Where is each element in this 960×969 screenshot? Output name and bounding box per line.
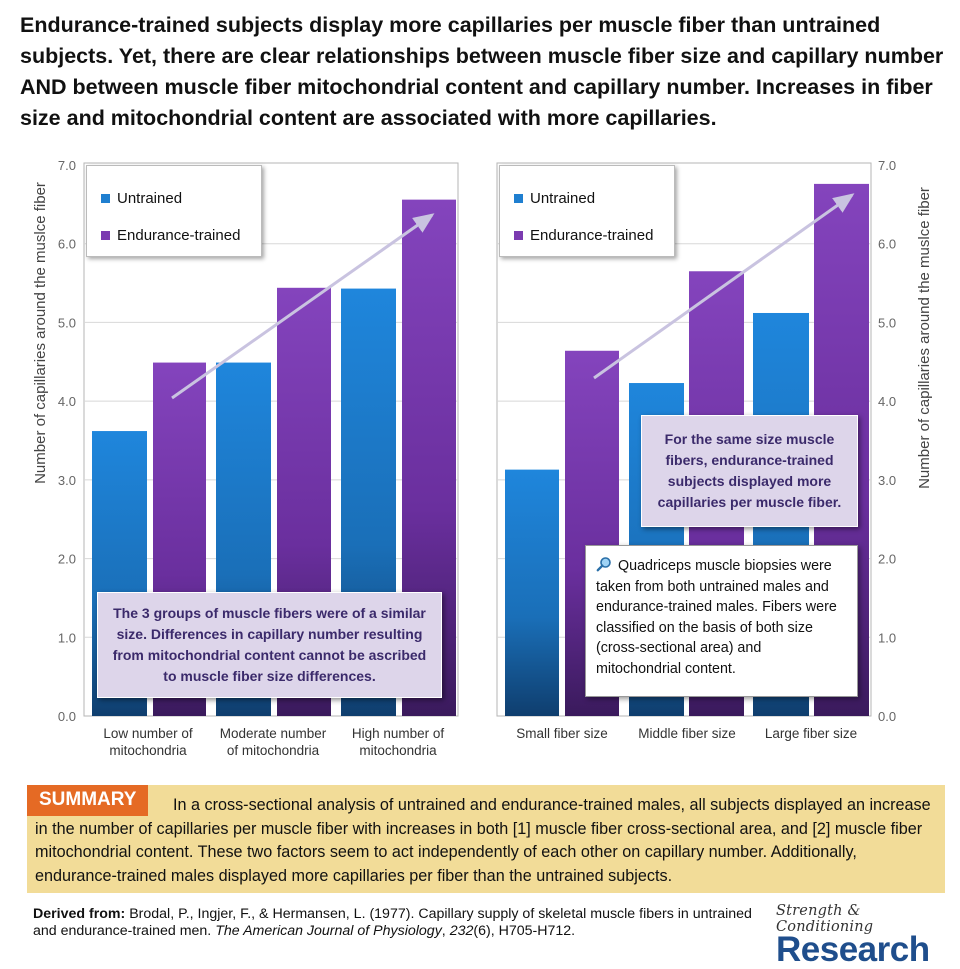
x-category-label: of mitochondria (227, 743, 320, 758)
source-citation: Derived from: Brodal, P., Ingjer, F., & … (33, 906, 773, 940)
legend-item-untrained: Untrained (514, 180, 674, 217)
x-category-label: Moderate number (220, 726, 327, 741)
headline: Endurance-trained subjects display more … (20, 13, 944, 130)
method-note: Quadriceps muscle biopsies were taken fr… (585, 545, 858, 697)
x-category-label: mitochondria (359, 743, 437, 758)
y-tick-label: 7.0 (58, 158, 76, 173)
brand-bottom: Research (776, 930, 930, 969)
y-tick-label: 5.0 (58, 315, 76, 330)
method-note-text: Quadriceps muscle biopsies were taken fr… (596, 558, 837, 677)
y-tick-label: 4.0 (58, 394, 76, 409)
left-y-ticks: 0.0 1.0 2.0 3.0 4.0 5.0 6.0 7.0 (58, 158, 76, 724)
y-tick-label: 2.0 (58, 552, 76, 567)
x-category-label: mitochondria (109, 743, 187, 758)
x-category-label: Middle fiber size (638, 726, 736, 741)
right-y-axis-label: Number of capillaries around the muslce … (916, 187, 933, 489)
summary-panel: In a cross-sectional analysis of untrain… (27, 785, 945, 893)
legend-label-endurance: Endurance-trained (117, 227, 241, 244)
legend-swatch-untrained (514, 194, 523, 203)
right-x-categories: Small fiber size Middle fiber size Large f… (516, 726, 857, 741)
y-tick-label: 1.0 (58, 630, 76, 645)
source-volume: 232 (449, 923, 474, 939)
right-annotation: For the same size muscle fibers, enduran… (641, 415, 858, 527)
legend-item-untrained: Untrained (101, 180, 261, 217)
y-tick-label: 1.0 (878, 630, 896, 645)
y-tick-label: 5.0 (878, 315, 896, 330)
left-annotation: The 3 groups of muscle fibers were of a … (97, 592, 442, 698)
magnifier-icon (596, 556, 612, 572)
summary-text: In a cross-sectional analysis of untrain… (35, 796, 931, 885)
brand-logo: Strength & Conditioning Research (776, 903, 951, 969)
summary-tag: SUMMARY (27, 785, 149, 816)
source-text-a: Brodal, P., Ingjer, F., & Hermansen, L. … (33, 906, 752, 939)
source-journal: The American Journal of Physiology (215, 923, 442, 939)
left-legend: Untrained Endurance-trained (86, 165, 262, 257)
right-y-ticks: 0.0 1.0 2.0 3.0 4.0 5.0 6.0 7.0 (878, 158, 896, 724)
legend-swatch-endurance (514, 231, 523, 240)
legend-item-endurance: Endurance-trained (101, 217, 261, 254)
legend-label-untrained: Untrained (530, 190, 596, 207)
x-category-label: High number of (352, 726, 445, 741)
left-trend-arrow (171, 213, 435, 400)
left-x-categories: Low number of mitochondria Moderate number… (103, 726, 444, 758)
brand-top: Strength & Conditioning (776, 903, 874, 935)
right-legend: Untrained Endurance-trained (499, 165, 675, 257)
y-tick-label: 3.0 (878, 473, 896, 488)
legend-swatch-untrained (101, 194, 110, 203)
bar-untrained-1 (505, 469, 559, 716)
y-tick-label: 7.0 (878, 158, 896, 173)
y-tick-label: 3.0 (58, 473, 76, 488)
y-tick-label: 0.0 (58, 709, 76, 724)
source-text-c: (6), H705-H712. (473, 923, 576, 939)
legend-swatch-endurance (101, 231, 110, 240)
y-tick-label: 6.0 (878, 237, 896, 252)
x-category-label: Small fiber size (516, 726, 608, 741)
y-tick-label: 4.0 (878, 394, 896, 409)
x-category-label: Low number of (103, 726, 193, 741)
x-category-label: Large fiber size (765, 726, 857, 741)
legend-label-untrained: Untrained (117, 190, 183, 207)
y-tick-label: 0.0 (878, 709, 896, 724)
y-tick-label: 2.0 (878, 552, 896, 567)
legend-item-endurance: Endurance-trained (514, 217, 674, 254)
right-trend-arrow (593, 193, 855, 380)
left-y-axis-label: Number of capillaries around the muslce … (32, 182, 49, 484)
y-tick-label: 6.0 (58, 237, 76, 252)
source-text-b: , (441, 923, 450, 939)
source-label: Derived from: (33, 906, 126, 922)
legend-label-endurance: Endurance-trained (530, 227, 654, 244)
